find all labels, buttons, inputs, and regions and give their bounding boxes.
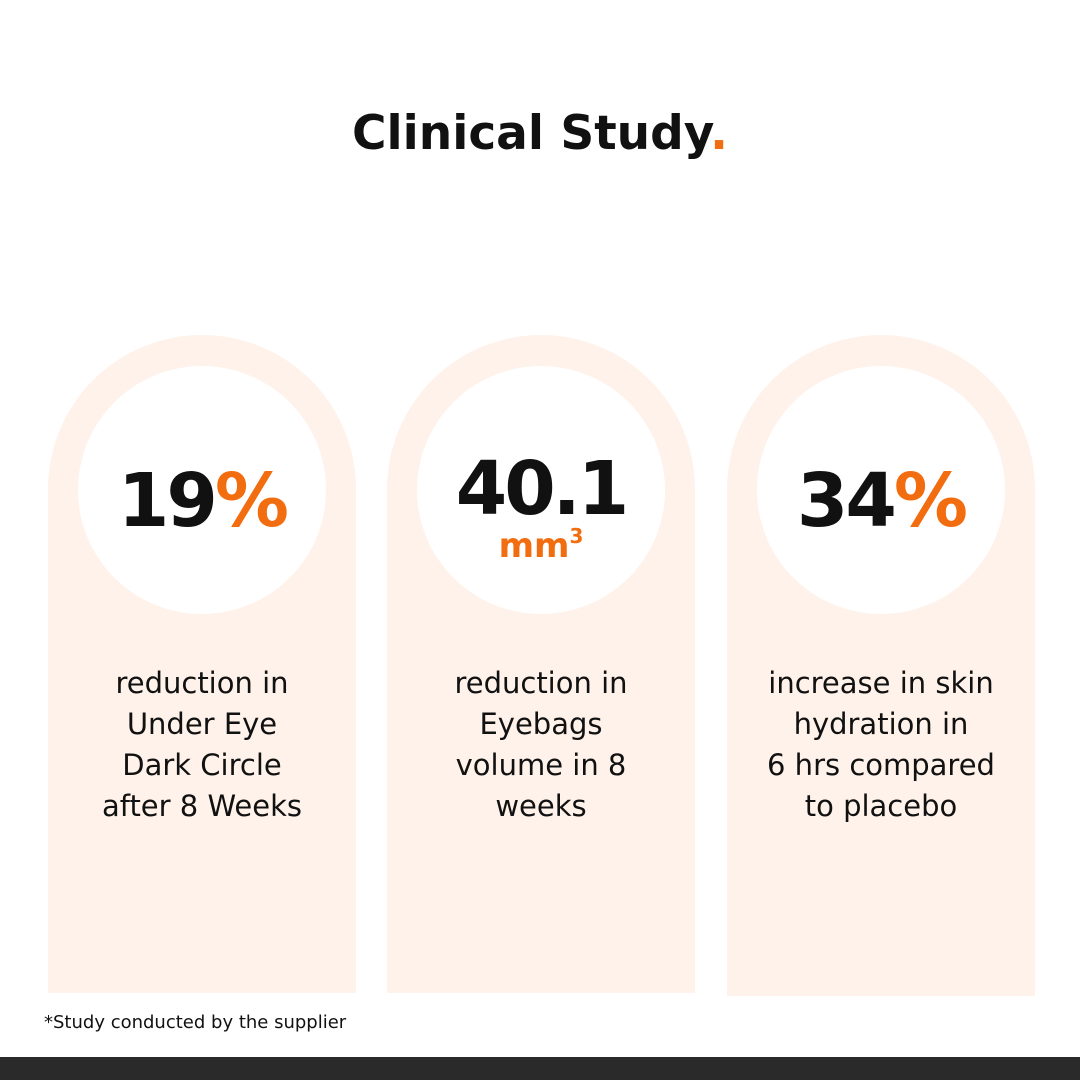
stat-circle: 40.1 mm3 [417,366,665,614]
stat-card-eyebags: 40.1 mm3 reduction in Eyebags volume in … [387,335,695,993]
stat-unit-base: mm [498,526,570,566]
page-title: Clinical Study. [0,106,1080,161]
footnote: *Study conducted by the supplier [44,1012,347,1033]
title-accent-dot: . [710,106,728,161]
stat-card-hydration: 34% increase in skin hydration in 6 hrs … [727,335,1035,996]
stat-description: increase in skin hydration in 6 hrs comp… [767,666,995,823]
stat-unit: % [214,458,289,544]
stat-circle: 34% [757,366,1005,614]
stat-description: reduction in Under Eye Dark Circle after… [101,666,303,823]
stat-unit: % [893,458,968,544]
stat-description: reduction in Eyebags volume in 8 weeks [454,666,628,823]
stat-value: 34% [757,464,1005,538]
stat-unit: mm3 [417,526,665,563]
stat-unit-exponent: 3 [569,524,584,548]
title-text: Clinical Study [352,106,711,161]
stat-number: 34 [796,458,897,544]
stat-number: 40.1 [455,446,630,532]
stat-circle: 19% [78,366,326,614]
bottom-bar [0,1057,1080,1080]
stat-card-dark-circle: 19% reduction in Under Eye Dark Circle a… [48,335,356,993]
stat-value: 40.1 [417,452,665,526]
stat-value: 19% [78,464,326,538]
stat-number: 19 [117,458,218,544]
